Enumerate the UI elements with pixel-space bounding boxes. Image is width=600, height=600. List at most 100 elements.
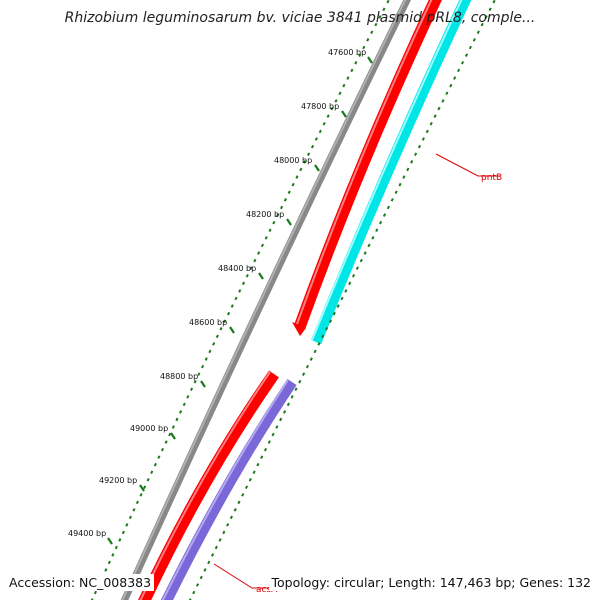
minor-tick-inner-51 xyxy=(298,379,302,384)
minor-tick-inner-38 xyxy=(348,281,352,286)
minor-tick-inner-27 xyxy=(390,198,394,202)
minor-tick-outer-72 xyxy=(118,538,122,542)
minor-tick-outer-44 xyxy=(219,326,223,331)
gene-label-acsA: acsA xyxy=(256,585,278,595)
minor-tick-outer-4 xyxy=(374,22,378,27)
minor-tick-inner-20 xyxy=(417,144,422,149)
minor-tick-inner-6 xyxy=(472,38,476,42)
minor-tick-outer-5 xyxy=(370,30,374,35)
minor-tick-outer-9 xyxy=(354,60,358,65)
tick-label-47600: 47600 bp xyxy=(328,48,366,57)
minor-tick-outer-17 xyxy=(322,121,326,126)
minor-tick-inner-41 xyxy=(336,304,340,308)
minor-tick-outer-76 xyxy=(104,568,108,572)
minor-tick-outer-16 xyxy=(326,114,330,118)
minor-tick-outer-7 xyxy=(362,45,366,50)
minor-tick-inner-33 xyxy=(367,243,371,248)
minor-tick-inner-10 xyxy=(457,68,461,73)
minor-tick-outer-74 xyxy=(111,553,115,557)
minor-tick-outer-59 xyxy=(164,440,168,444)
major-ticks xyxy=(107,56,373,545)
backbone-highlight xyxy=(121,0,407,600)
minor-tick-inner-42 xyxy=(332,311,336,316)
major-tick-48000 xyxy=(314,164,320,172)
minor-tick-outer-12 xyxy=(342,83,346,88)
minor-tick-outer-70 xyxy=(125,523,129,527)
minor-tick-outer-32 xyxy=(264,236,268,240)
major-tick-47600 xyxy=(367,56,373,64)
minor-tick-inner-12 xyxy=(449,83,453,88)
topology-summary: Topology: circular; Length: 147,463 bp; … xyxy=(268,574,594,591)
minor-tick-inner-36 xyxy=(355,266,359,270)
minor-tick-outer-14 xyxy=(334,99,338,103)
minor-tick-inner-26 xyxy=(394,190,398,195)
major-tick-49200 xyxy=(139,484,145,492)
minor-tick-outer-54 xyxy=(182,402,186,407)
cds-track-upper-shine xyxy=(296,0,433,325)
major-tick-48800 xyxy=(200,380,206,388)
major-tick-48600 xyxy=(229,326,235,334)
minor-tick-inner-74 xyxy=(210,553,215,557)
minor-tick-inner-30 xyxy=(379,220,383,225)
minor-tick-outer-25 xyxy=(291,182,295,187)
minor-tick-inner-75 xyxy=(207,560,211,565)
minor-tick-inner-11 xyxy=(453,76,457,80)
minor-tick-outer-67 xyxy=(135,500,140,505)
cds-track-lower xyxy=(138,370,279,600)
tick-label-49000: 49000 bp xyxy=(130,424,168,433)
minor-tick-inner-54 xyxy=(286,402,290,407)
major-tick-49400 xyxy=(107,537,113,545)
major-tick-48200 xyxy=(286,218,292,226)
major-tick-48400 xyxy=(258,272,264,280)
minor-tick-inner-63 xyxy=(252,470,256,475)
minor-tick-inner-53 xyxy=(290,395,294,399)
minor-tick-outer-60 xyxy=(160,447,165,452)
minor-tick-outer-39 xyxy=(238,289,242,293)
minor-tick-inner-21 xyxy=(414,152,418,157)
minor-tick-inner-66 xyxy=(241,493,245,497)
minor-tick-inner-78 xyxy=(195,583,200,587)
minor-tick-outer-65 xyxy=(143,485,147,490)
minor-tick-inner-23 xyxy=(406,167,410,172)
minor-tick-outer-49 xyxy=(201,364,205,369)
minor-tick-outer-31 xyxy=(268,228,272,233)
minor-tick-outer-80 xyxy=(90,598,94,600)
minor-tick-inner-4 xyxy=(480,22,484,27)
minor-tick-outer-43 xyxy=(223,319,227,324)
minor-tick-inner-19 xyxy=(421,137,425,141)
minor-tick-outer-15 xyxy=(330,106,334,111)
minor-tick-outer-37 xyxy=(245,273,249,278)
minor-tick-inner-72 xyxy=(218,538,222,542)
minor-tick-outer-61 xyxy=(157,455,161,459)
minor-tick-inner-39 xyxy=(344,289,348,293)
minor-tick-outer-79 xyxy=(93,590,98,595)
tick-label-48600: 48600 bp xyxy=(189,318,227,327)
minor-tick-inner-50 xyxy=(302,372,306,376)
minor-tick-inner-73 xyxy=(214,545,218,550)
minor-tick-inner-31 xyxy=(375,228,379,233)
minor-tick-outer-52 xyxy=(189,387,194,392)
tick-label-48800: 48800 bp xyxy=(160,372,198,381)
minor-tick-outer-42 xyxy=(226,311,231,316)
minor-tick-outer-3 xyxy=(378,15,382,19)
minor-tick-inner-67 xyxy=(237,500,241,505)
pntB-label-line xyxy=(435,153,500,177)
gene-pntB-shine xyxy=(311,0,463,341)
minor-tick-outer-63 xyxy=(150,470,154,475)
minor-tick-inner-65 xyxy=(244,485,249,490)
minor-tick-inner-3 xyxy=(484,15,488,19)
cds-track-upper xyxy=(294,0,442,329)
minor-tick-inner-5 xyxy=(476,30,480,35)
minor-tick-inner-64 xyxy=(248,477,252,482)
minor-tick-outer-30 xyxy=(272,220,276,225)
minor-tick-outer-36 xyxy=(249,266,253,270)
gene-acsA-shine xyxy=(161,379,289,600)
minor-tick-inner-28 xyxy=(386,205,390,210)
minor-tick-outer-64 xyxy=(146,477,150,482)
minor-tick-outer-2 xyxy=(382,7,386,12)
minor-tick-outer-6 xyxy=(366,38,370,42)
minor-tick-inner-47 xyxy=(313,349,317,354)
backbone-track xyxy=(120,0,412,600)
